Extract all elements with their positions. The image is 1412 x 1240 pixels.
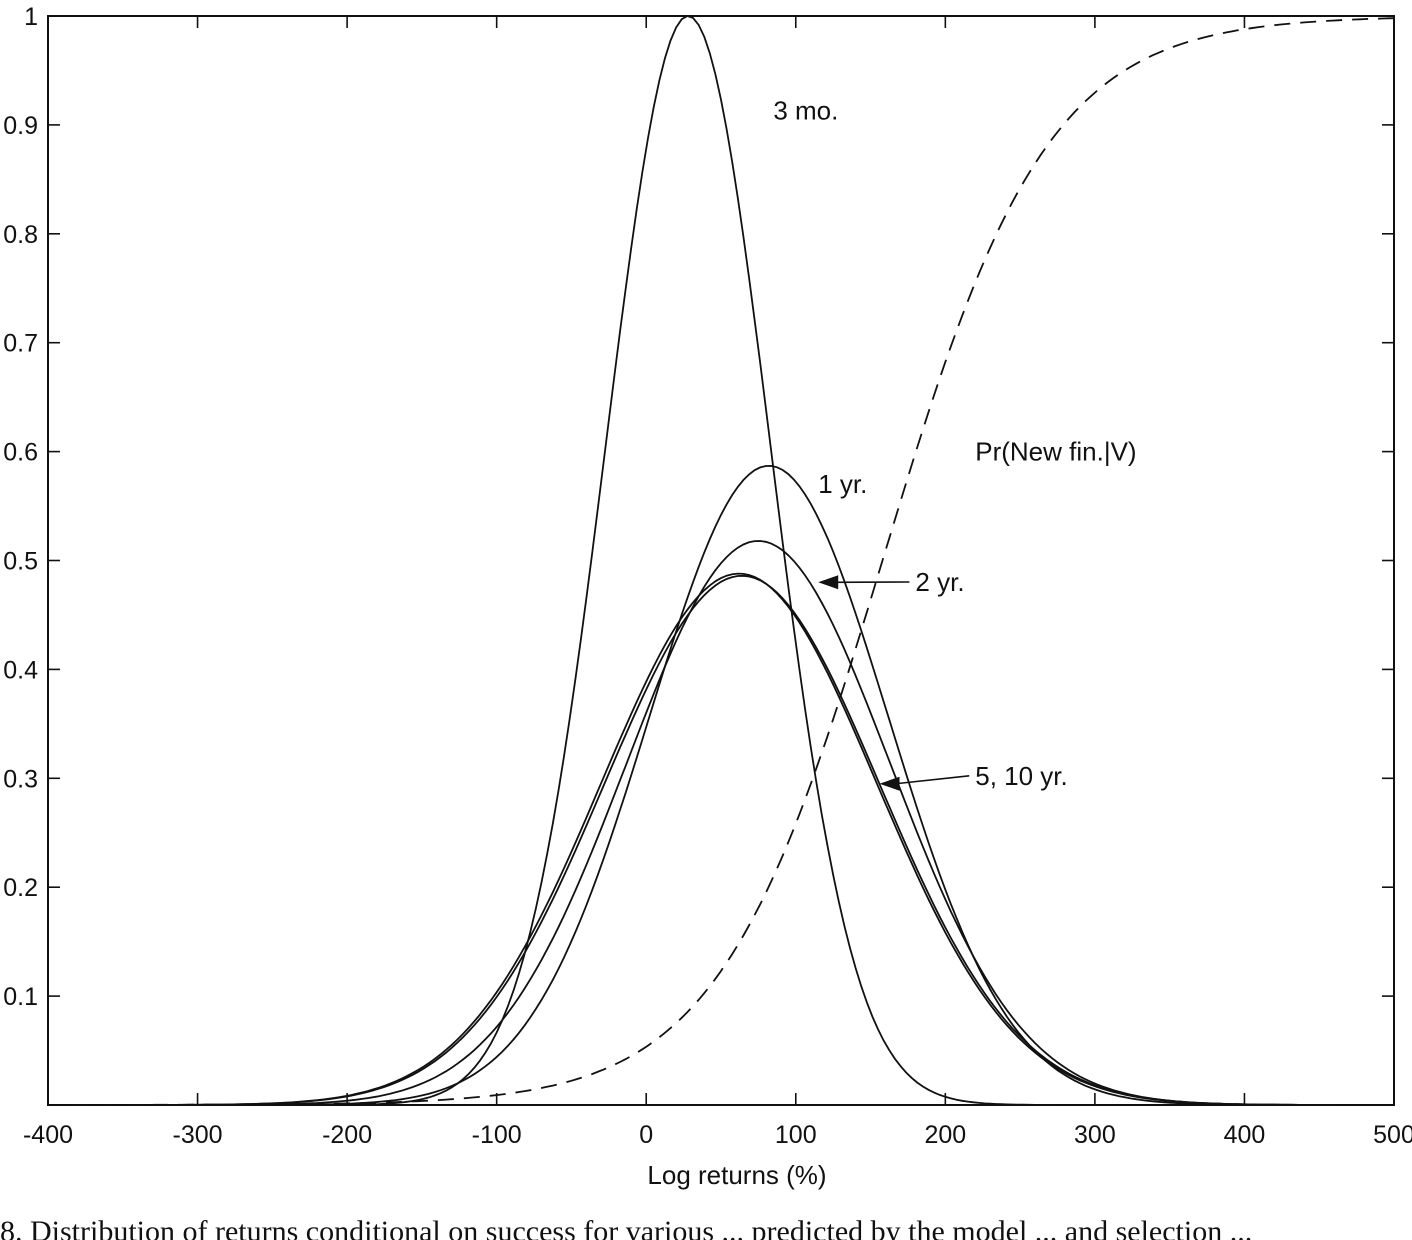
series-line-3	[48, 572, 1394, 1106]
plot-frame	[47, 15, 1395, 1106]
y-tick-label: 0.5	[3, 548, 38, 576]
annotation-layer: 3 mo. 1 yr. 2 yr. 5, 10 yr. Pr(New fin.|V)	[773, 95, 1136, 790]
annotation-label: 5, 10 yr.	[975, 761, 1067, 791]
x-tick-label: 0	[639, 1121, 653, 1149]
y-tick-label: 0.4	[3, 656, 38, 684]
figure-caption: 8. Distribution of returns conditional o…	[0, 1215, 1253, 1240]
plot-area: -400 -300 -200 -100 0 100 200 300 400 500 0.1 0.2 0.…	[3, 3, 1412, 1149]
series-line-2	[48, 540, 1394, 1106]
chart-svg: -400 -300 -200 -100 0 100 200 300 400 500 0.1 0.2 0.…	[3, 3, 1412, 1190]
x-tick-label: -100	[472, 1121, 522, 1149]
x-tick-label: -300	[173, 1121, 223, 1149]
annotation-arrowhead	[879, 776, 900, 791]
series-line-1	[48, 464, 1394, 1106]
series-line-0	[48, 15, 1394, 1106]
y-tick-label: 0.8	[3, 221, 38, 249]
series-line-5	[48, 17, 1395, 1106]
annotation-label: 1 yr.	[818, 469, 867, 499]
annotation-arrowhead	[818, 575, 839, 590]
annotation-label: 2 yr.	[915, 567, 964, 597]
y-tick-label: 1	[24, 3, 38, 31]
series-line-4	[48, 574, 1394, 1106]
x-tick-label: 300	[1074, 1121, 1116, 1149]
y-tick-label: 0.6	[3, 439, 38, 467]
annotation-label: 3 mo.	[773, 95, 838, 125]
y-tick-label: 0.1	[3, 983, 38, 1011]
annotation-label: Pr(New fin.|V)	[975, 436, 1136, 466]
x-tick-label: 200	[924, 1121, 966, 1149]
x-tick-label: 400	[1224, 1121, 1266, 1149]
x-axis-label: Log returns (%)	[647, 1160, 826, 1190]
y-tick-label: 0.9	[3, 112, 38, 140]
series-layer	[48, 15, 1395, 1106]
annotation-leader-line	[895, 775, 970, 785]
y-tick-label: 0.2	[3, 874, 38, 902]
x-tick-label: -400	[23, 1121, 73, 1149]
y-tick-label: 0.3	[3, 765, 38, 793]
y-tick-label: 0.7	[3, 330, 38, 358]
x-tick-label: 100	[775, 1121, 817, 1149]
x-tick-label: -200	[322, 1121, 372, 1149]
x-tick-label: 500	[1373, 1121, 1412, 1149]
